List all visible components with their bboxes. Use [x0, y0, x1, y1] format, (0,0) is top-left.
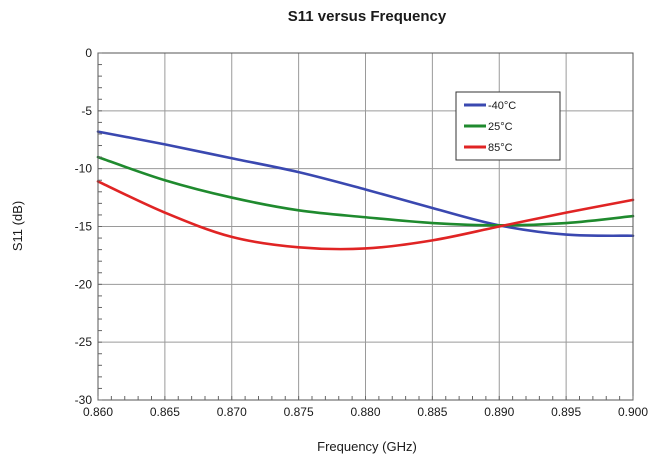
legend-label: 25°C [488, 121, 513, 133]
x-tick-label: 0.890 [484, 405, 514, 419]
x-axis-label: Frequency (GHz) [317, 439, 417, 454]
x-tick-label: 0.865 [150, 405, 180, 419]
x-tick-label: 0.880 [350, 405, 380, 419]
x-tick-label: 0.875 [284, 405, 314, 419]
y-tick-label: -15 [75, 220, 93, 234]
y-tick-label: 0 [85, 46, 92, 60]
y-tick-label: -25 [75, 335, 93, 349]
x-tick-label: 0.860 [83, 405, 113, 419]
x-tick-label: 0.885 [417, 405, 447, 419]
y-axis-label: S11 (dB) [10, 201, 25, 251]
x-tick-label: 0.895 [551, 405, 581, 419]
plot-series [96, 130, 635, 251]
y-tick-label: -30 [75, 393, 93, 407]
chart-title: S11 versus Frequency [288, 8, 447, 25]
series-line [96, 130, 635, 238]
x-tick-label: 0.870 [217, 405, 247, 419]
legend: -40°C 25°C 85°C [455, 91, 561, 161]
legend-label: -40°C [488, 100, 516, 112]
y-tick-label: -20 [75, 277, 93, 291]
y-tick-label: -5 [81, 104, 92, 118]
x-tick-label: 0.900 [618, 405, 648, 419]
series-line [96, 155, 635, 227]
series-line [96, 180, 635, 251]
grid [97, 52, 634, 401]
y-tick-label: -10 [75, 162, 93, 176]
legend-label: 85°C [488, 142, 513, 154]
axis-ticks: 0 -5 -10 -15 -20 -25 -300.860 0.865 0.870 0.875 0.… [75, 46, 649, 419]
